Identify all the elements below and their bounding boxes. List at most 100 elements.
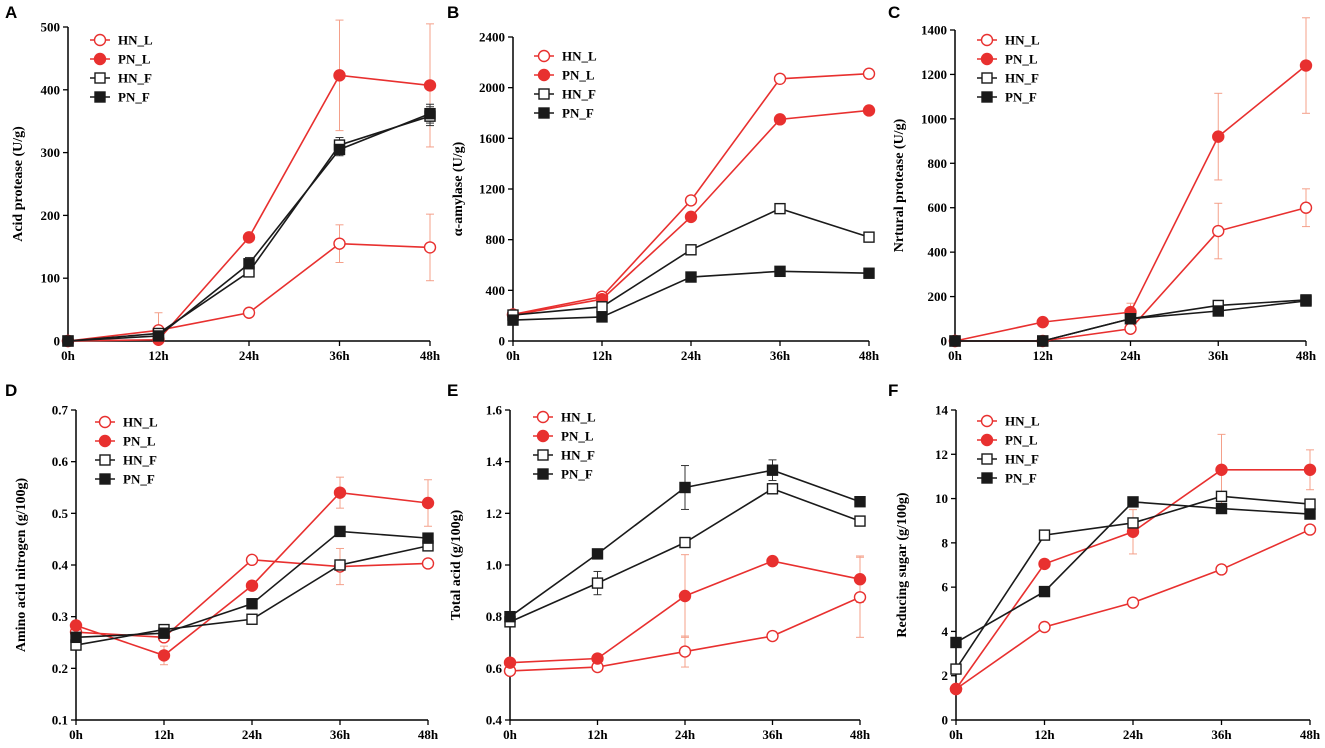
data-point-PN_F — [246, 598, 258, 610]
x-tick-label: 12h — [154, 727, 175, 742]
y-tick-label: 0.6 — [52, 454, 69, 469]
data-point-PN_F — [1304, 508, 1316, 520]
data-point-HN_L — [684, 194, 698, 207]
y-tick-label: 0.7 — [52, 403, 69, 418]
panel-letter: E — [447, 381, 458, 400]
x-tick-label: 36h — [762, 727, 783, 742]
legend-label: PN_L — [562, 68, 595, 83]
data-point-PN_F — [243, 258, 255, 270]
data-point-HN_L — [678, 645, 692, 658]
legend-marker-PN_L — [980, 433, 994, 447]
legend-marker-HN_L — [536, 410, 550, 424]
data-point-PN_F — [591, 548, 604, 560]
data-point-HN_L — [1126, 596, 1140, 609]
x-tick-label: 12h — [592, 348, 613, 363]
y-tick-label: 14 — [935, 403, 949, 418]
data-point-PN_F — [62, 335, 74, 347]
data-point-HN_F — [1038, 529, 1051, 541]
data-point-HN_F — [766, 483, 779, 495]
data-point-HN_L — [853, 591, 867, 604]
data-point-PN_F — [1127, 496, 1139, 508]
y-tick-label: 400 — [928, 245, 948, 260]
panel-letter: D — [5, 381, 17, 400]
y-tick-label: 1200 — [921, 67, 947, 82]
x-tick-label: 12h — [1033, 348, 1054, 363]
legend-label: HN_L — [1005, 33, 1040, 48]
legend-marker-PN_L — [536, 429, 550, 443]
data-point-PN_F — [949, 335, 961, 347]
data-point-PN_L — [421, 496, 435, 510]
data-point-HN_L — [423, 241, 437, 254]
y-tick-label: 0.4 — [486, 713, 503, 728]
x-tick-label: 24h — [1123, 727, 1144, 742]
legend-label: HN_L — [1005, 414, 1040, 429]
y-tick-label: 10 — [935, 491, 948, 506]
data-point-PN_F — [863, 267, 875, 279]
data-point-PN_L — [862, 104, 876, 117]
x-tick-label: 48h — [1296, 348, 1317, 363]
y-tick-label: 100 — [41, 271, 61, 286]
data-point-PN_F — [424, 107, 436, 120]
y-tick-label: 12 — [935, 447, 948, 462]
data-point-HN_L — [1212, 224, 1225, 238]
x-tick-label: 48h — [859, 348, 880, 363]
data-point-HN_F — [591, 577, 604, 589]
panel-D: D 0.1 0.2 0.3 0.4 0.5 0.6 0.7 0h 12h 24h 36h 48h Amin… — [5, 381, 439, 742]
data-point-HN_F — [246, 613, 258, 625]
data-point-HN_F — [863, 231, 875, 243]
y-tick-label: 0.1 — [52, 713, 68, 728]
legend-marker-PN_F — [981, 91, 993, 103]
series-line-HN_F — [512, 207, 870, 316]
legend-label: HN_L — [118, 33, 153, 48]
legend-label: PN_L — [1005, 433, 1038, 448]
legend-label: PN_L — [123, 434, 156, 449]
legend-marker-PN_L — [98, 434, 112, 448]
series-line-PN_L — [67, 74, 431, 342]
data-point-PN_F — [1212, 305, 1224, 317]
y-tick-label: 1.4 — [486, 454, 503, 469]
legend-label: PN_F — [118, 90, 150, 105]
legend-label: HN_F — [561, 448, 595, 463]
data-point-HN_F — [1215, 490, 1228, 503]
data-point-PN_L — [1215, 463, 1228, 476]
data-point-PN_F — [1124, 313, 1137, 325]
data-point-PN_L — [1038, 557, 1051, 571]
y-tick-label: 0.6 — [486, 661, 503, 676]
legend-label: PN_L — [118, 52, 151, 67]
y-axis-label: Acid protease (U/g) — [11, 126, 26, 242]
panel-E: E 0.4 0.6 0.8 1.0 1.2 1.4 1.6 0h 12h 24h 36h 48h Tota… — [447, 381, 871, 742]
y-tick-label: 1.6 — [486, 403, 503, 418]
data-point-PN_L — [157, 649, 171, 662]
legend-marker-HN_L — [980, 414, 994, 428]
legend-marker-HN_F — [99, 454, 111, 466]
data-point-PN_L — [245, 579, 259, 592]
legend-label: PN_F — [1005, 471, 1037, 486]
y-tick-label: 1400 — [921, 23, 947, 38]
panel-letter: C — [888, 3, 900, 22]
panel-letter: F — [888, 381, 898, 400]
y-axis-label: Reducing sugar (g/100g) — [895, 492, 910, 638]
y-tick-label: 1.2 — [486, 506, 502, 521]
y-tick-label: 4 — [942, 624, 949, 639]
data-point-PN_L — [242, 231, 256, 244]
y-tick-label: 300 — [41, 145, 61, 160]
legend-marker-HN_L — [98, 415, 112, 429]
data-point-PN_F — [774, 265, 786, 278]
legend-marker-HN_F — [981, 72, 993, 84]
y-tick-label: 0.2 — [52, 661, 68, 676]
x-tick-label: 48h — [850, 727, 871, 742]
data-point-PN_F — [596, 311, 608, 323]
x-tick-label: 0h — [949, 727, 964, 742]
y-tick-label: 2000 — [479, 80, 505, 95]
y-axis-label: Amino acid nitrogen (g/100g) — [14, 477, 29, 652]
legend-label: HN_L — [123, 415, 158, 430]
y-tick-label: 1200 — [479, 182, 505, 197]
data-point-PN_L — [773, 113, 787, 126]
data-point-PN_F — [158, 627, 170, 639]
y-tick-label: 0 — [942, 713, 949, 728]
data-point-HN_L — [1215, 563, 1228, 576]
legend-label: HN_F — [118, 71, 152, 86]
data-point-PN_L — [1212, 130, 1225, 143]
panel-B: B 0 400 800 1200 1600 2000 2400 0h 12h 24h 36h 48h α-… — [447, 3, 880, 363]
data-point-HN_L — [421, 557, 435, 570]
